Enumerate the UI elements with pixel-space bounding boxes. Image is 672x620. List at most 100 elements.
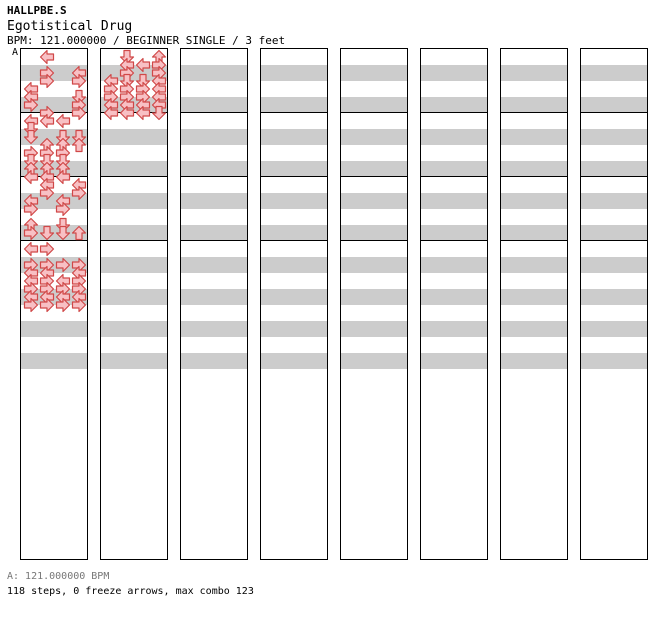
measure-line xyxy=(101,176,167,177)
bpm-marker-label: A xyxy=(12,47,19,58)
up-arrow-icon xyxy=(71,225,87,241)
beat-stripe xyxy=(341,225,407,241)
beat-stripe xyxy=(101,225,167,241)
beat-stripe xyxy=(101,353,167,369)
beat-stripe xyxy=(581,289,647,305)
chart-column xyxy=(340,48,408,560)
beat-stripe xyxy=(181,161,247,177)
beat-stripe xyxy=(341,353,407,369)
beat-stripe xyxy=(421,321,487,337)
measure-line xyxy=(581,240,647,241)
song-file-name: HALLPBE.S xyxy=(7,4,67,17)
beat-stripe xyxy=(341,321,407,337)
right-arrow-icon xyxy=(167,57,168,73)
beat-stripe xyxy=(341,161,407,177)
measure-line xyxy=(341,240,407,241)
down-arrow-icon xyxy=(135,73,151,89)
left-arrow-icon xyxy=(39,113,55,129)
up-arrow-icon xyxy=(87,217,88,233)
beat-stripe xyxy=(101,193,167,209)
beat-stripe xyxy=(421,193,487,209)
beat-stripe xyxy=(421,129,487,145)
right-arrow-icon xyxy=(167,81,168,97)
left-arrow-icon xyxy=(39,49,55,65)
down-arrow-icon xyxy=(23,129,39,145)
beat-stripe xyxy=(421,353,487,369)
beat-stripe xyxy=(181,353,247,369)
beat-stripe xyxy=(581,321,647,337)
song-title: Egotistical Drug xyxy=(7,19,133,34)
beat-stripe xyxy=(261,321,327,337)
footer-step-stats: 118 steps, 0 freeze arrows, max combo 12… xyxy=(7,586,254,597)
right-arrow-icon xyxy=(23,201,39,217)
beat-stripe xyxy=(21,97,87,113)
right-arrow-icon xyxy=(23,297,39,313)
left-arrow-icon xyxy=(55,113,71,129)
beat-stripe xyxy=(501,97,567,113)
beat-stripe xyxy=(421,65,487,81)
left-arrow-icon xyxy=(135,105,151,121)
beat-stripe xyxy=(261,129,327,145)
beat-stripe xyxy=(101,161,167,177)
measure-line xyxy=(181,176,247,177)
measure-line xyxy=(501,240,567,241)
left-arrow-icon xyxy=(103,105,119,121)
beat-stripe xyxy=(501,129,567,145)
beat-stripe xyxy=(341,129,407,145)
left-arrow-icon xyxy=(167,65,168,81)
right-arrow-icon xyxy=(23,225,39,241)
beat-stripe xyxy=(181,289,247,305)
chart-column xyxy=(500,48,568,560)
down-arrow-icon xyxy=(23,153,39,169)
beat-stripe xyxy=(501,193,567,209)
beat-stripe xyxy=(421,97,487,113)
right-arrow-icon xyxy=(55,201,71,217)
right-arrow-icon xyxy=(71,185,87,201)
chart-column xyxy=(180,48,248,560)
down-arrow-icon xyxy=(71,129,87,145)
beat-stripe xyxy=(581,353,647,369)
down-arrow-icon xyxy=(39,153,55,169)
beat-stripe xyxy=(101,129,167,145)
left-arrow-icon xyxy=(55,169,71,185)
right-arrow-icon xyxy=(87,169,88,185)
beat-stripe xyxy=(181,193,247,209)
down-arrow-icon xyxy=(119,49,135,65)
beat-stripe xyxy=(501,161,567,177)
right-arrow-icon xyxy=(87,81,88,97)
down-arrow-icon xyxy=(151,105,167,121)
left-arrow-icon xyxy=(23,241,39,257)
up-arrow-icon xyxy=(87,201,88,217)
beat-stripe xyxy=(501,289,567,305)
measure-line xyxy=(341,112,407,113)
beat-stripe xyxy=(581,129,647,145)
beat-stripe xyxy=(101,289,167,305)
beat-stripe xyxy=(421,257,487,273)
measure-line xyxy=(261,240,327,241)
beat-stripe xyxy=(181,129,247,145)
beat-stripe xyxy=(181,257,247,273)
down-arrow-icon xyxy=(39,225,55,241)
beat-stripe xyxy=(501,65,567,81)
measure-line xyxy=(21,112,87,113)
down-arrow-icon xyxy=(55,129,71,145)
down-arrow-icon xyxy=(119,73,135,89)
beat-stripe xyxy=(181,321,247,337)
left-arrow-icon xyxy=(23,169,39,185)
beat-stripe xyxy=(181,97,247,113)
beat-stripe xyxy=(261,225,327,241)
beat-stripe xyxy=(261,193,327,209)
measure-line xyxy=(101,240,167,241)
beat-stripe xyxy=(21,129,87,145)
left-arrow-icon xyxy=(119,105,135,121)
measure-line xyxy=(421,176,487,177)
right-arrow-icon xyxy=(167,73,168,89)
beat-stripe xyxy=(341,65,407,81)
measure-line xyxy=(421,240,487,241)
right-arrow-icon xyxy=(71,73,87,89)
beat-stripe xyxy=(261,65,327,81)
measure-line xyxy=(501,112,567,113)
down-arrow-icon xyxy=(87,209,88,225)
measure-line xyxy=(581,112,647,113)
measure-line xyxy=(261,112,327,113)
